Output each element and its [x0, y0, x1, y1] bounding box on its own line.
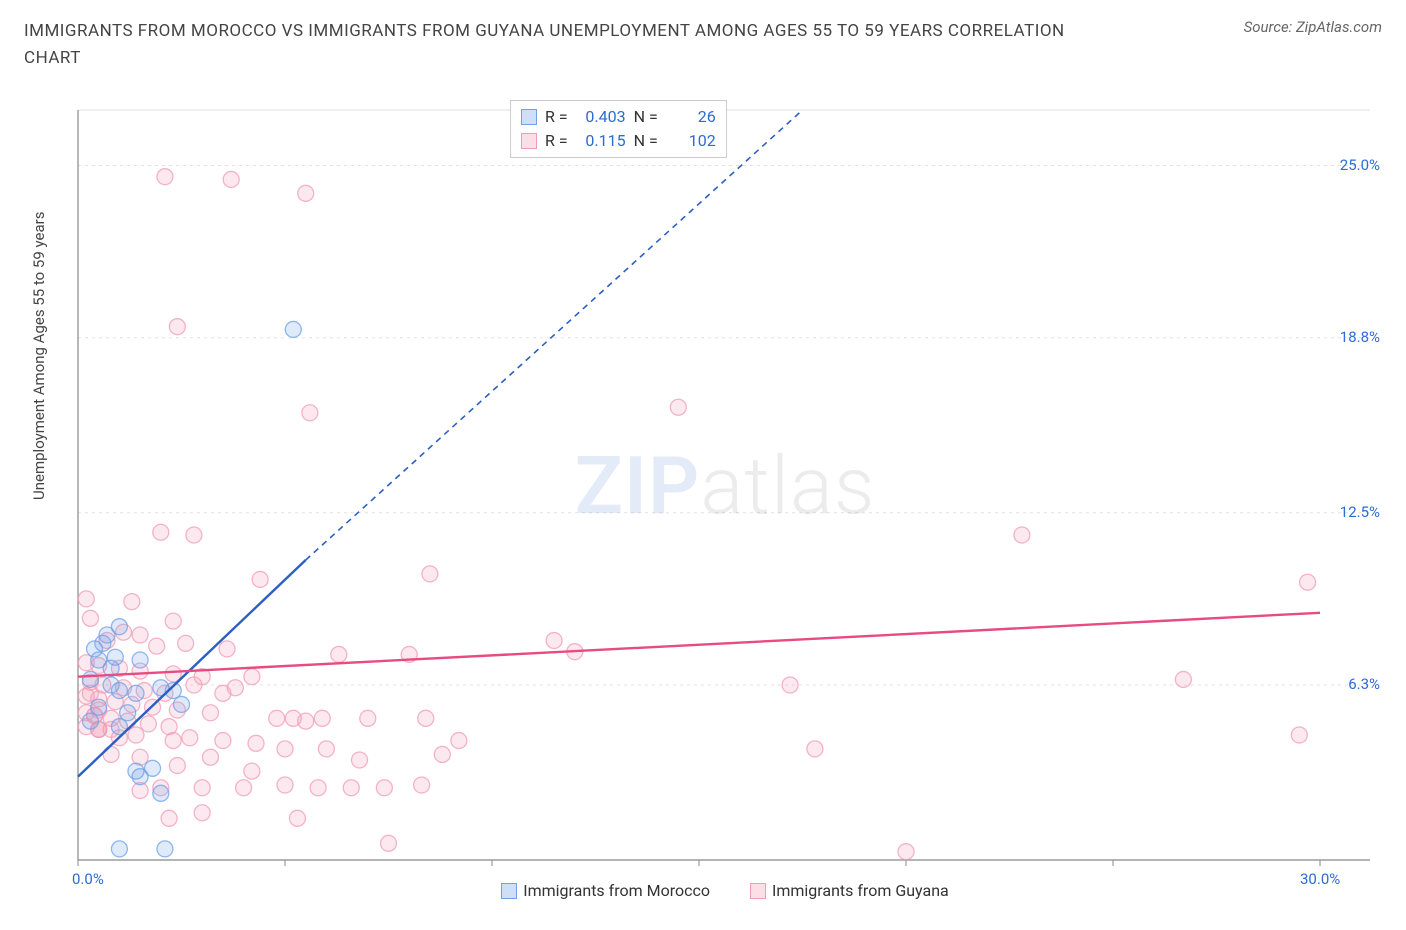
swatch-morocco-icon — [501, 883, 517, 899]
scatter-plot — [70, 100, 1380, 900]
x-axis-legend: Immigrants from Morocco Immigrants from … — [70, 881, 1380, 900]
legend-item-morocco: Immigrants from Morocco — [501, 881, 710, 900]
y-tick-label: 6.3% — [1348, 675, 1380, 693]
legend-item-guyana: Immigrants from Guyana — [750, 881, 949, 900]
y-tick-label: 12.5% — [1340, 503, 1380, 521]
y-axis-label: Unemployment Among Ages 55 to 59 years — [30, 212, 48, 500]
stats-row-guyana: R = 0.115 N = 102 — [521, 129, 716, 153]
y-tick-label: 18.8% — [1340, 328, 1380, 346]
chart-area: ZIPatlas R = 0.403 N = 26 R = 0.115 N = … — [70, 100, 1380, 900]
swatch-guyana — [521, 133, 537, 149]
stats-row-morocco: R = 0.403 N = 26 — [521, 105, 716, 129]
x-tick-label: 0.0% — [72, 870, 104, 888]
swatch-guyana-icon — [750, 883, 766, 899]
x-tick-label: 30.0% — [1300, 870, 1340, 888]
swatch-morocco — [521, 109, 537, 125]
chart-title: IMMIGRANTS FROM MOROCCO VS IMMIGRANTS FR… — [24, 18, 1124, 72]
source-attribution: Source: ZipAtlas.com — [1244, 18, 1382, 36]
y-tick-label: 25.0% — [1340, 156, 1380, 174]
correlation-stats-box: R = 0.403 N = 26 R = 0.115 N = 102 — [510, 100, 727, 158]
